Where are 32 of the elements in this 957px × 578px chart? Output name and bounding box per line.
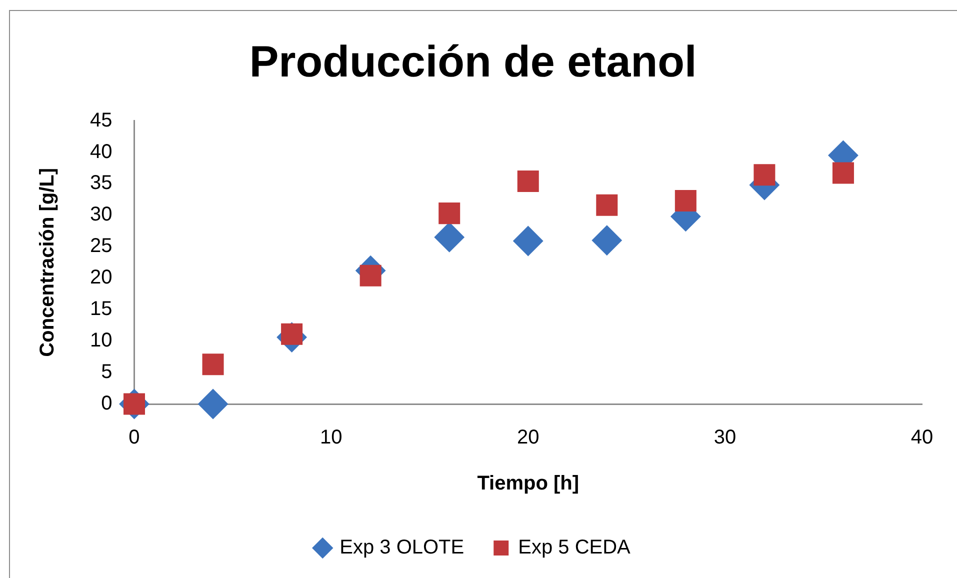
y-tick-label: 40 [90, 140, 112, 163]
x-tick-label: 30 [714, 426, 736, 449]
point [832, 162, 854, 184]
point [517, 170, 539, 192]
point [596, 194, 618, 216]
x-tick-label: 0 [128, 426, 140, 449]
point [592, 225, 622, 256]
point [438, 202, 460, 224]
legend-label: Exp 5 CEDA [518, 536, 632, 559]
y-tick-label: 10 [90, 330, 112, 352]
x-tick-label: 20 [517, 426, 540, 449]
point [198, 389, 228, 419]
point [360, 264, 382, 286]
legend-label: Exp 3 OLOTE [340, 536, 464, 559]
point [434, 222, 464, 252]
y-axis-title: Concentración [g/L] [36, 168, 59, 357]
point [513, 226, 544, 256]
y-tick-label: 5 [101, 361, 112, 384]
y-tick-label: 20 [90, 266, 112, 289]
point [674, 190, 696, 212]
point [754, 164, 776, 186]
x-axis-title: Tiempo [h] [477, 472, 580, 495]
chart-title: Producción de etanol [249, 38, 697, 87]
x-tick-label: 40 [910, 426, 934, 449]
y-tick-label: 25 [90, 235, 112, 258]
x-tick-label: 10 [320, 426, 342, 449]
point [202, 354, 224, 376]
y-tick-label: 30 [90, 204, 112, 226]
y-tick-label: 45 [90, 109, 112, 132]
y-tick-label: 35 [90, 172, 112, 194]
y-tick-label: 15 [90, 298, 112, 320]
y-tick-label: 0 [101, 392, 112, 415]
